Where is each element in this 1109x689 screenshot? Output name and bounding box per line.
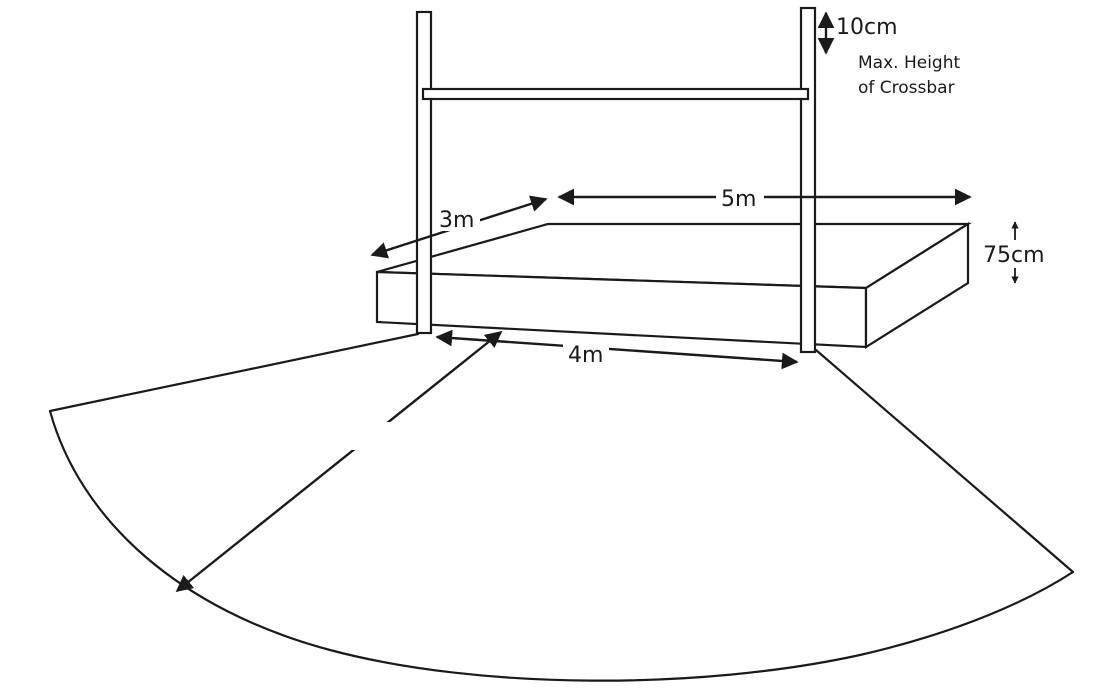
mat-width-dimension: 5m bbox=[557, 184, 972, 212]
mat-height-label: 75cm bbox=[983, 243, 1045, 268]
mat-width-label: 5m bbox=[721, 187, 756, 212]
crossbar-note-line2: of Crossbar bbox=[858, 78, 955, 98]
mat-side-face bbox=[864, 222, 970, 349]
landing-mat bbox=[375, 222, 972, 349]
runup-radius-dimension bbox=[175, 330, 503, 593]
right-upright bbox=[799, 6, 817, 354]
crossbar-tolerance-dimension: 10cm Max. Height of Crossbar bbox=[817, 11, 960, 98]
runup-radius-arrow bbox=[175, 330, 503, 593]
runup-arc bbox=[48, 409, 1075, 682]
left-upright bbox=[415, 10, 433, 335]
crossbar bbox=[421, 87, 810, 101]
runup-area bbox=[48, 332, 1075, 682]
mat-depth-dimension: 3m bbox=[370, 195, 548, 259]
runup-left-edge bbox=[48, 332, 420, 413]
runup-right-edge bbox=[814, 348, 1075, 574]
mat-depth-label: 3m bbox=[439, 208, 474, 233]
mat-front-width-label: 4m bbox=[568, 343, 603, 368]
crossbar-note-line1: Max. Height bbox=[858, 53, 960, 73]
crossbar-tolerance-label: 10cm bbox=[836, 15, 898, 40]
mat-height-dimension: 75cm bbox=[983, 221, 1046, 284]
